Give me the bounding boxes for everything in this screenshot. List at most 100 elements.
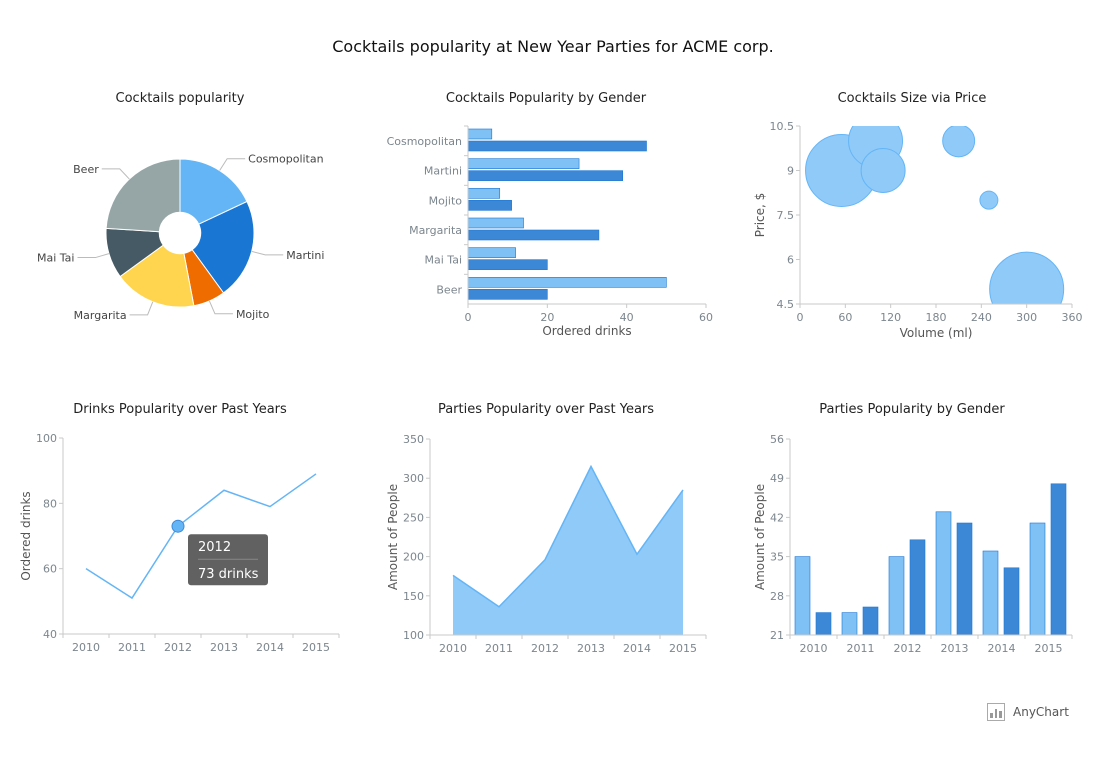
y-axis-label: Ordered drinks xyxy=(19,491,33,580)
tick-label: 2012 xyxy=(164,641,192,654)
area-chart: Parties Popularity over Past Years 100 150… xyxy=(386,402,707,655)
tick-label: 2013 xyxy=(577,642,605,655)
area-line xyxy=(452,464,684,608)
tick-label: 9 xyxy=(787,165,794,178)
column-bar xyxy=(982,550,999,636)
tick-label: 2013 xyxy=(210,641,238,654)
bar xyxy=(467,289,548,300)
bubble-point xyxy=(979,190,999,210)
pie-slice-label: Mojito xyxy=(236,308,270,321)
tick-label: 2014 xyxy=(623,642,651,655)
tick-label: 0 xyxy=(797,311,804,324)
x-axis-label: Volume (ml) xyxy=(900,326,973,340)
pie-connector xyxy=(208,300,233,315)
y-axis-label: Price, $ xyxy=(753,193,767,238)
gender-bar-chart: Cocktails Popularity by Gender Cosmopolit… xyxy=(387,91,713,338)
pie-connector xyxy=(251,250,284,256)
tick-label: 2014 xyxy=(988,642,1016,655)
tick-label: 28 xyxy=(770,590,784,603)
tick-label: 150 xyxy=(403,590,424,603)
pie-slice-label: Beer xyxy=(73,163,99,176)
tick-label: 2010 xyxy=(800,642,828,655)
chart-title: Cocktails Popularity by Gender xyxy=(446,91,647,106)
column-bar xyxy=(1003,567,1020,636)
tick-label: 200 xyxy=(403,551,424,564)
column-chart: Parties Popularity by Gender 21 28 35 42 49 56… xyxy=(753,402,1073,655)
category-label: Cosmopolitan xyxy=(387,135,462,148)
tick-label: 6 xyxy=(787,254,794,267)
dashboard-title: Cocktails popularity at New Year Parties… xyxy=(332,37,774,56)
column-bar xyxy=(956,522,973,636)
column-bar xyxy=(888,556,905,636)
chart-title: Cocktails Size via Price xyxy=(838,91,987,106)
tick-label: 56 xyxy=(770,433,784,446)
tick-label: 42 xyxy=(770,511,784,524)
chart-title: Drinks Popularity over Past Years xyxy=(73,402,287,417)
pie-connector xyxy=(77,253,110,259)
pie-connector xyxy=(219,158,246,171)
pie-slice-label: Cosmopolitan xyxy=(248,153,323,166)
column-bar xyxy=(815,612,832,636)
tick-label: 40 xyxy=(620,311,634,324)
pie-slice xyxy=(119,244,195,308)
pie-slice-label: Margarita xyxy=(74,309,127,322)
tick-label: 2015 xyxy=(302,641,330,654)
hover-marker xyxy=(171,519,185,533)
column-bar xyxy=(862,606,879,636)
chart-title: Parties Popularity over Past Years xyxy=(438,402,654,417)
tick-label: 2013 xyxy=(941,642,969,655)
tick-label: 4.5 xyxy=(777,298,795,311)
tick-label: 40 xyxy=(43,628,57,641)
tick-label: 35 xyxy=(770,551,784,564)
bar xyxy=(467,158,580,169)
anychart-credits[interactable]: AnyChart xyxy=(987,703,1069,721)
category-label: Mai Tai xyxy=(425,254,462,267)
category-label: Mojito xyxy=(429,194,463,207)
column-bar xyxy=(909,539,926,636)
category-label: Martini xyxy=(424,165,462,178)
chart-title: Parties Popularity by Gender xyxy=(819,402,1005,417)
tick-label: 2015 xyxy=(1035,642,1063,655)
tick-label: 100 xyxy=(403,629,424,642)
tick-label: 250 xyxy=(403,511,424,524)
category-label: Margarita xyxy=(409,224,462,237)
bar xyxy=(467,259,548,270)
tick-label: 2011 xyxy=(485,642,513,655)
tick-label: 120 xyxy=(880,311,901,324)
column-bar xyxy=(1050,483,1067,636)
tick-label: 60 xyxy=(43,563,57,576)
tick-label: 20 xyxy=(540,311,554,324)
bar xyxy=(467,170,623,181)
tick-label: 80 xyxy=(43,497,57,510)
bar xyxy=(467,277,667,288)
credits-label: AnyChart xyxy=(1013,705,1069,719)
column-bar xyxy=(794,556,811,636)
bar xyxy=(467,140,647,152)
pie-slice-label: Mai Tai xyxy=(37,252,74,265)
tick-label: 300 xyxy=(403,472,424,485)
pie-slice xyxy=(179,158,248,225)
category-label: Beer xyxy=(436,283,462,296)
pie-connector xyxy=(101,168,130,180)
bar xyxy=(467,128,493,140)
tick-label: 360 xyxy=(1062,311,1083,324)
bar xyxy=(467,200,512,211)
pie-slice-label: Martini xyxy=(286,249,324,262)
anychart-logo-icon xyxy=(987,703,1005,721)
tick-label: 2011 xyxy=(847,642,875,655)
bar xyxy=(467,188,501,199)
tick-label: 2012 xyxy=(531,642,559,655)
tick-label: 60 xyxy=(838,311,852,324)
column-bar xyxy=(935,511,952,636)
chart-title: Cocktails popularity xyxy=(116,91,245,106)
y-axis-label: Amount of People xyxy=(753,484,767,590)
tooltip-title: 2012 xyxy=(198,540,231,555)
area-fill xyxy=(453,466,683,635)
pie-chart: Cocktails popularity Cosmopolitan Martini M… xyxy=(37,91,324,322)
bar xyxy=(467,229,600,241)
tooltip-value: 73 drinks xyxy=(198,567,259,582)
bubble-point xyxy=(989,251,1065,304)
tick-label: 21 xyxy=(770,629,784,642)
bubble-series xyxy=(805,126,1065,304)
